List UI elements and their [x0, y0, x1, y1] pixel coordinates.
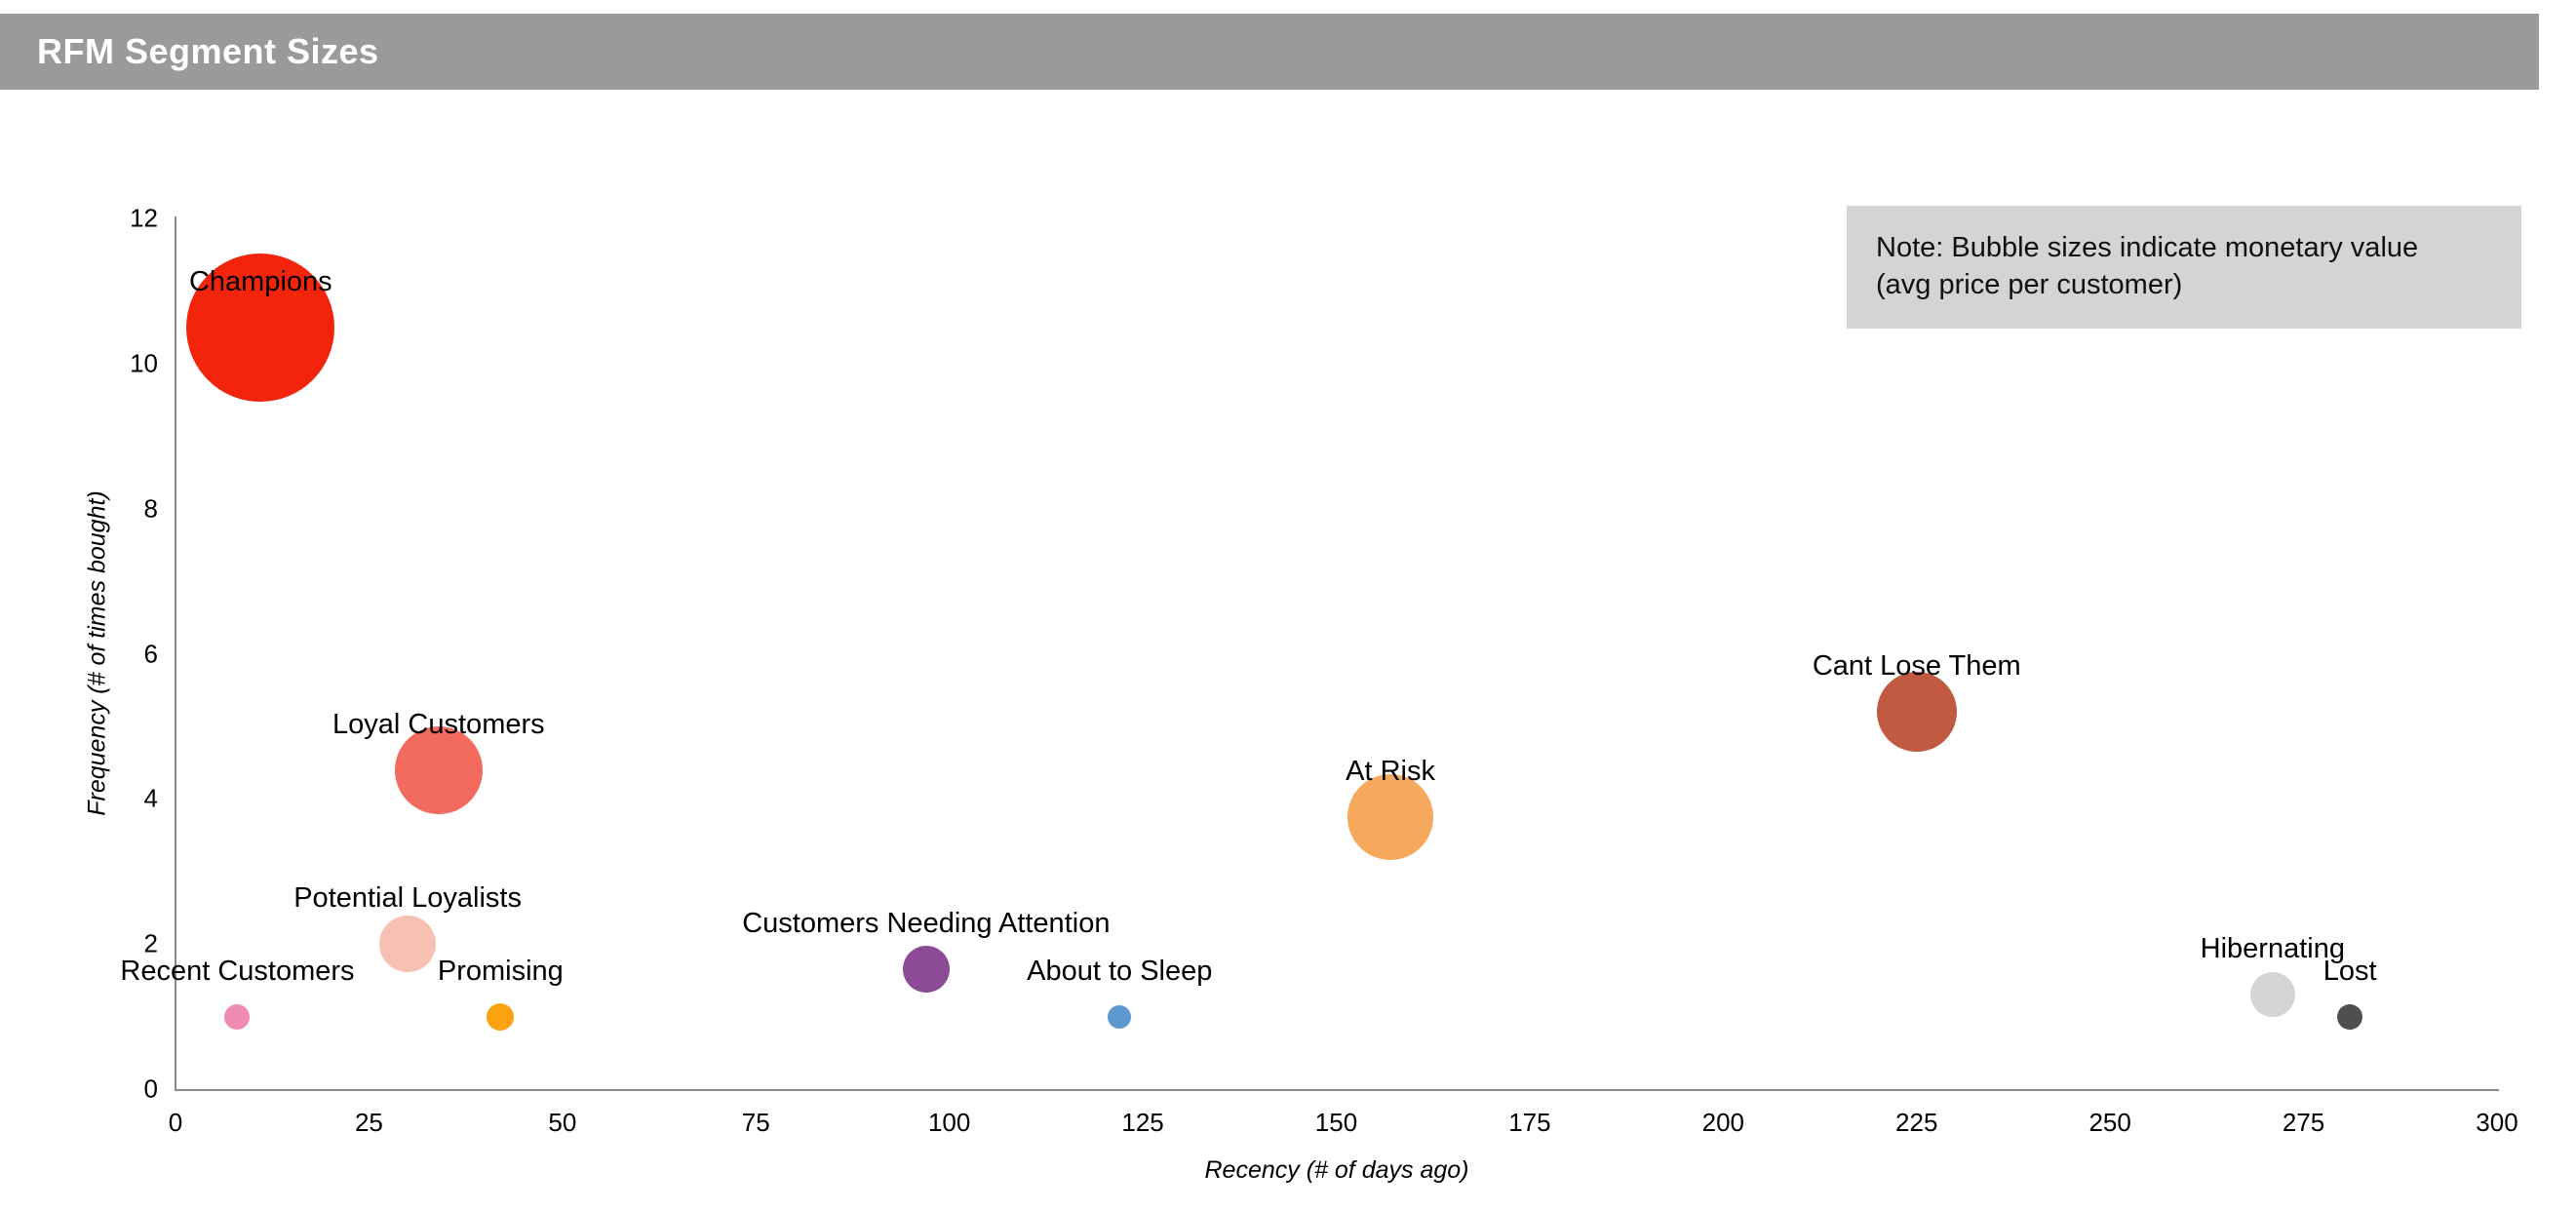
point-label-promising: Promising	[437, 955, 564, 987]
point-label-at-risk: At Risk	[1346, 755, 1435, 787]
bubble-cant-lose-them[interactable]	[1876, 672, 1957, 753]
point-label-customers-needing-attention: Customers Needing Attention	[742, 908, 1111, 940]
y-tick-label-12: 12	[130, 203, 158, 233]
point-label-potential-loyalists: Potential Loyalists	[293, 882, 522, 915]
bubble-champions[interactable]	[186, 253, 335, 402]
chart-title: RFM Segment Sizes	[37, 31, 379, 71]
point-label-about-to-sleep: About to Sleep	[1027, 955, 1213, 987]
x-tick-label-250: 250	[2088, 1108, 2131, 1137]
y-axis-title: Frequency (# of times bought)	[83, 490, 111, 816]
bubble-customers-needing-attention[interactable]	[902, 946, 950, 994]
point-label-champions: Champions	[188, 265, 332, 297]
bubble-hibernating[interactable]	[2249, 972, 2295, 1018]
bubble-lost[interactable]	[2337, 1003, 2363, 1030]
x-axis-title: Recency (# of days ago)	[1204, 1156, 1469, 1184]
point-label-recent-customers: Recent Customers	[120, 955, 355, 987]
y-tick-label-0: 0	[143, 1074, 158, 1104]
point-label-lost: Lost	[2322, 955, 2377, 987]
point-label-hibernating: Hibernating	[2200, 933, 2345, 965]
note-box: Note: Bubble sizes indicate monetary val…	[1847, 206, 2521, 329]
bubble-recent-customers[interactable]	[224, 1003, 251, 1030]
bubble-promising[interactable]	[487, 1002, 515, 1031]
x-tick-label-275: 275	[2282, 1108, 2325, 1137]
x-tick-label-75: 75	[741, 1108, 770, 1137]
x-axis-line	[175, 1089, 2499, 1091]
y-tick-label-2: 2	[143, 928, 158, 958]
x-tick-label-125: 125	[1121, 1108, 1164, 1137]
bubble-potential-loyalists[interactable]	[379, 916, 437, 973]
bubble-about-to-sleep[interactable]	[1108, 1004, 1132, 1029]
x-tick-label-50: 50	[548, 1108, 577, 1137]
x-tick-label-0: 0	[168, 1108, 183, 1137]
y-tick-label-4: 4	[143, 783, 158, 813]
x-tick-label-200: 200	[1701, 1108, 1745, 1137]
y-tick-label-10: 10	[130, 348, 158, 378]
x-tick-label-175: 175	[1508, 1108, 1551, 1137]
note-line-2: (avg price per customer)	[1876, 269, 2183, 301]
y-tick-label-6: 6	[143, 639, 158, 668]
y-axis-line	[175, 216, 176, 1091]
x-tick-label-100: 100	[927, 1108, 971, 1137]
x-tick-label-25: 25	[354, 1108, 383, 1137]
point-label-cant-lose-them: Cant Lose Them	[1812, 650, 2021, 683]
x-tick-label-150: 150	[1314, 1108, 1358, 1137]
note-line-1: Note: Bubble sizes indicate monetary val…	[1876, 232, 2419, 263]
bubble-at-risk[interactable]	[1347, 773, 1434, 860]
y-tick-label-8: 8	[143, 493, 158, 524]
point-label-loyal-customers: Loyal Customers	[332, 708, 545, 740]
chart-title-bar: RFM Segment Sizes	[0, 14, 2539, 90]
bubble-loyal-customers[interactable]	[394, 725, 483, 814]
x-tick-label-225: 225	[1895, 1108, 1938, 1137]
x-tick-label-300: 300	[2476, 1108, 2518, 1137]
